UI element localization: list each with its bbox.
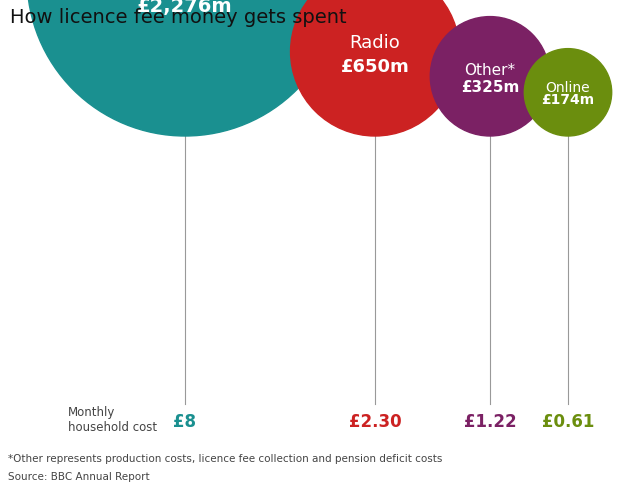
Text: How licence fee money gets spent: How licence fee money gets spent [10, 8, 346, 27]
Circle shape [27, 0, 343, 136]
Text: Online: Online [545, 81, 590, 95]
Text: £174m: £174m [542, 93, 595, 107]
Text: £1.22: £1.22 [464, 413, 516, 431]
Text: Other*: Other* [464, 63, 515, 78]
Text: Source: BBC Annual Report: Source: BBC Annual Report [8, 472, 150, 482]
Circle shape [431, 17, 550, 136]
Text: £650m: £650m [341, 58, 409, 76]
Text: £8: £8 [173, 413, 197, 431]
Circle shape [524, 48, 612, 136]
Text: £2.30: £2.30 [349, 413, 401, 431]
Text: £325m: £325m [461, 80, 519, 94]
Text: £2,276m: £2,276m [137, 0, 233, 16]
Text: £0.61: £0.61 [542, 413, 594, 431]
Text: Radio: Radio [349, 34, 401, 52]
Text: Monthly
household cost: Monthly household cost [68, 406, 157, 434]
Text: *Other represents production costs, licence fee collection and pension deficit c: *Other represents production costs, lice… [8, 454, 442, 464]
Circle shape [291, 0, 459, 136]
